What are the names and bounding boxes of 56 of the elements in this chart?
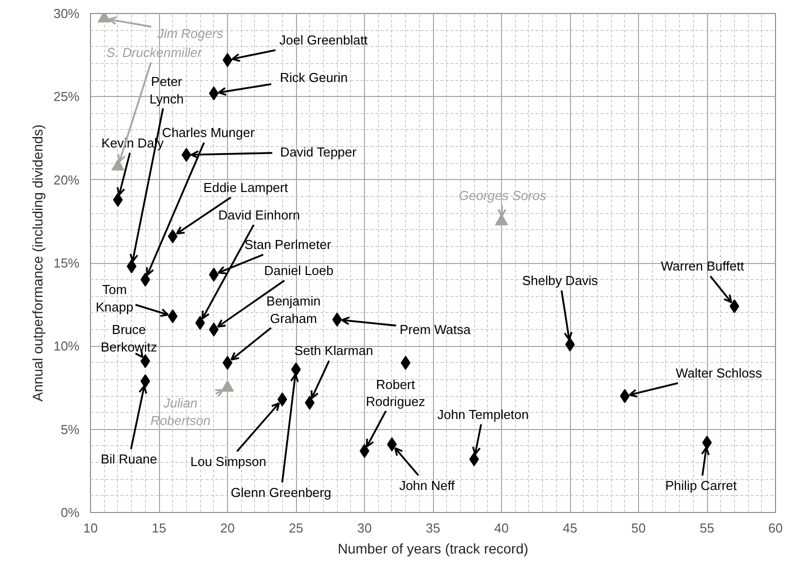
y-tick-label: 25% xyxy=(53,89,80,104)
annotation: Walter Schloss xyxy=(676,366,762,381)
point xyxy=(208,86,219,100)
annotation: Shelby Davis xyxy=(522,273,598,288)
annotation: Joel Greenblatt xyxy=(279,32,368,48)
annotation: Philip Carret xyxy=(665,478,738,494)
x-tick-label: 45 xyxy=(562,520,578,536)
x-tick-label: 15 xyxy=(152,520,166,536)
x-tick-label: 35 xyxy=(426,520,440,536)
point xyxy=(168,309,178,324)
y-axis-title: Annual outperformance (including dividends) xyxy=(29,124,46,402)
x-tick-label: 25 xyxy=(288,520,304,536)
y-tick-label: 15% xyxy=(53,256,80,270)
annotation: Warren Buffett xyxy=(660,258,744,274)
point xyxy=(208,322,219,337)
point xyxy=(208,268,219,282)
annotation: Lou Simpson xyxy=(190,454,266,469)
annotation: Rick Geurin xyxy=(280,70,348,85)
x-tick-label: 55 xyxy=(700,520,714,536)
y-tick-label: 10% xyxy=(53,338,80,354)
annotation: John Templeton xyxy=(437,406,529,422)
annotation: Glenn Greenberg xyxy=(230,484,332,500)
y-tick-label: 5% xyxy=(60,422,80,437)
annotation: Peter Lynch xyxy=(149,74,184,106)
x-tick-label: 20 xyxy=(220,520,235,536)
x-tick-label: 40 xyxy=(494,520,509,536)
annotation: David Tepper xyxy=(280,144,358,160)
annotation: Benjamin Graham xyxy=(266,294,321,326)
annotation: Georges Soros xyxy=(458,188,547,203)
x-axis-title: Number of years (track record) xyxy=(338,540,528,556)
annotation: Bruce Berkowitz xyxy=(100,322,158,354)
point xyxy=(304,396,315,410)
x-tick-label: 50 xyxy=(631,520,646,536)
point xyxy=(140,354,150,368)
annotation: Charles Munger xyxy=(162,125,256,140)
x-tick-label: 60 xyxy=(768,520,783,536)
annotation: David Einhorn xyxy=(218,207,300,222)
point xyxy=(140,272,150,287)
y-tick-label: 30% xyxy=(53,6,80,21)
annotation: Stan Perlmeter xyxy=(244,237,332,252)
y-tick-label: 20% xyxy=(53,172,80,188)
y-tick-label: 0% xyxy=(60,505,80,520)
point xyxy=(168,229,178,244)
point xyxy=(620,389,630,404)
x-tick-label: 30 xyxy=(357,520,372,536)
point xyxy=(140,374,150,388)
annotation: Eddie Lampert xyxy=(203,180,288,195)
annotation: Prem Watsa xyxy=(400,322,472,338)
annotation: John Neff xyxy=(399,478,455,493)
annotation: Robert Rodriguez xyxy=(366,376,426,410)
x-tick-label: 10 xyxy=(83,520,98,536)
point xyxy=(277,392,288,406)
annotation: Daniel Loeb xyxy=(264,263,334,278)
annotation: Tom Knapp xyxy=(96,282,134,314)
annotation: Bil Ruane xyxy=(100,452,158,467)
annotation: Seth Klarman xyxy=(294,343,374,358)
